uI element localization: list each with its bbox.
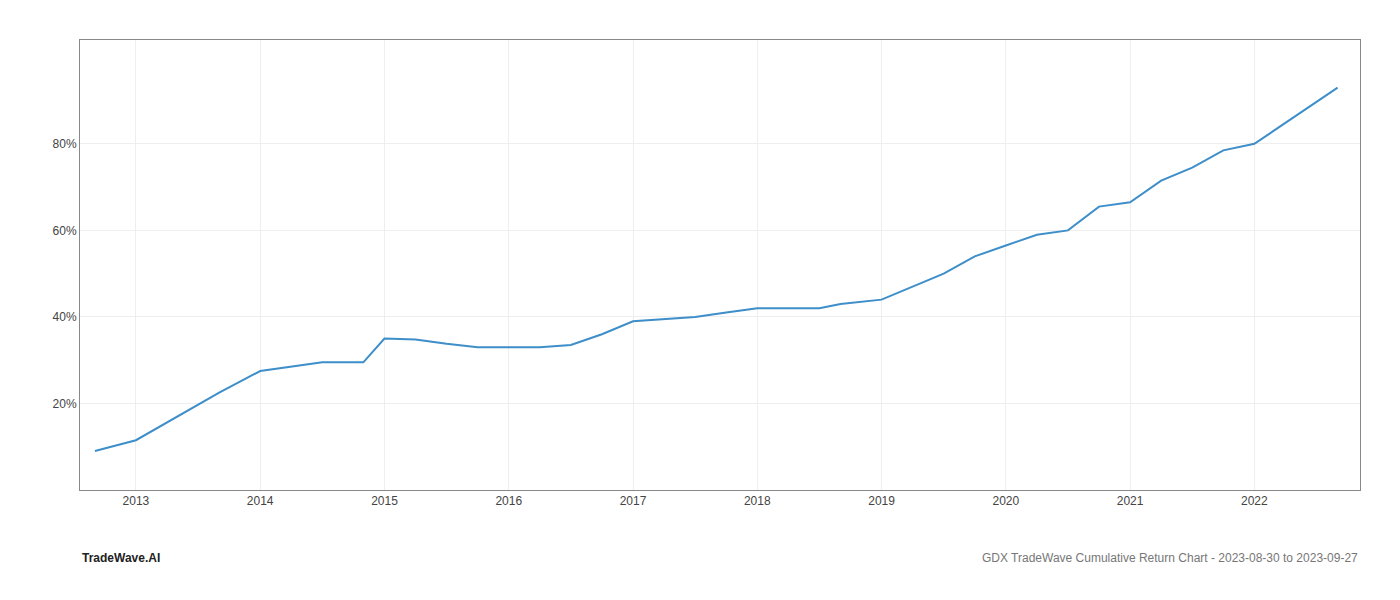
svg-text:2015: 2015 bbox=[371, 494, 398, 508]
svg-text:60%: 60% bbox=[53, 224, 77, 238]
svg-text:2016: 2016 bbox=[495, 494, 522, 508]
svg-text:20%: 20% bbox=[53, 397, 77, 411]
svg-text:GDX TradeWave Cumulative Retur: GDX TradeWave Cumulative Return Chart - … bbox=[982, 551, 1358, 565]
svg-text:40%: 40% bbox=[53, 310, 77, 324]
svg-text:2018: 2018 bbox=[744, 494, 771, 508]
svg-text:2013: 2013 bbox=[123, 494, 150, 508]
svg-text:2019: 2019 bbox=[868, 494, 895, 508]
svg-text:2020: 2020 bbox=[992, 494, 1019, 508]
svg-text:80%: 80% bbox=[53, 137, 77, 151]
svg-text:2021: 2021 bbox=[1117, 494, 1144, 508]
svg-text:2022: 2022 bbox=[1241, 494, 1268, 508]
svg-text:2017: 2017 bbox=[620, 494, 647, 508]
svg-text:2014: 2014 bbox=[247, 494, 274, 508]
svg-text:TradeWave.AI: TradeWave.AI bbox=[82, 551, 160, 565]
